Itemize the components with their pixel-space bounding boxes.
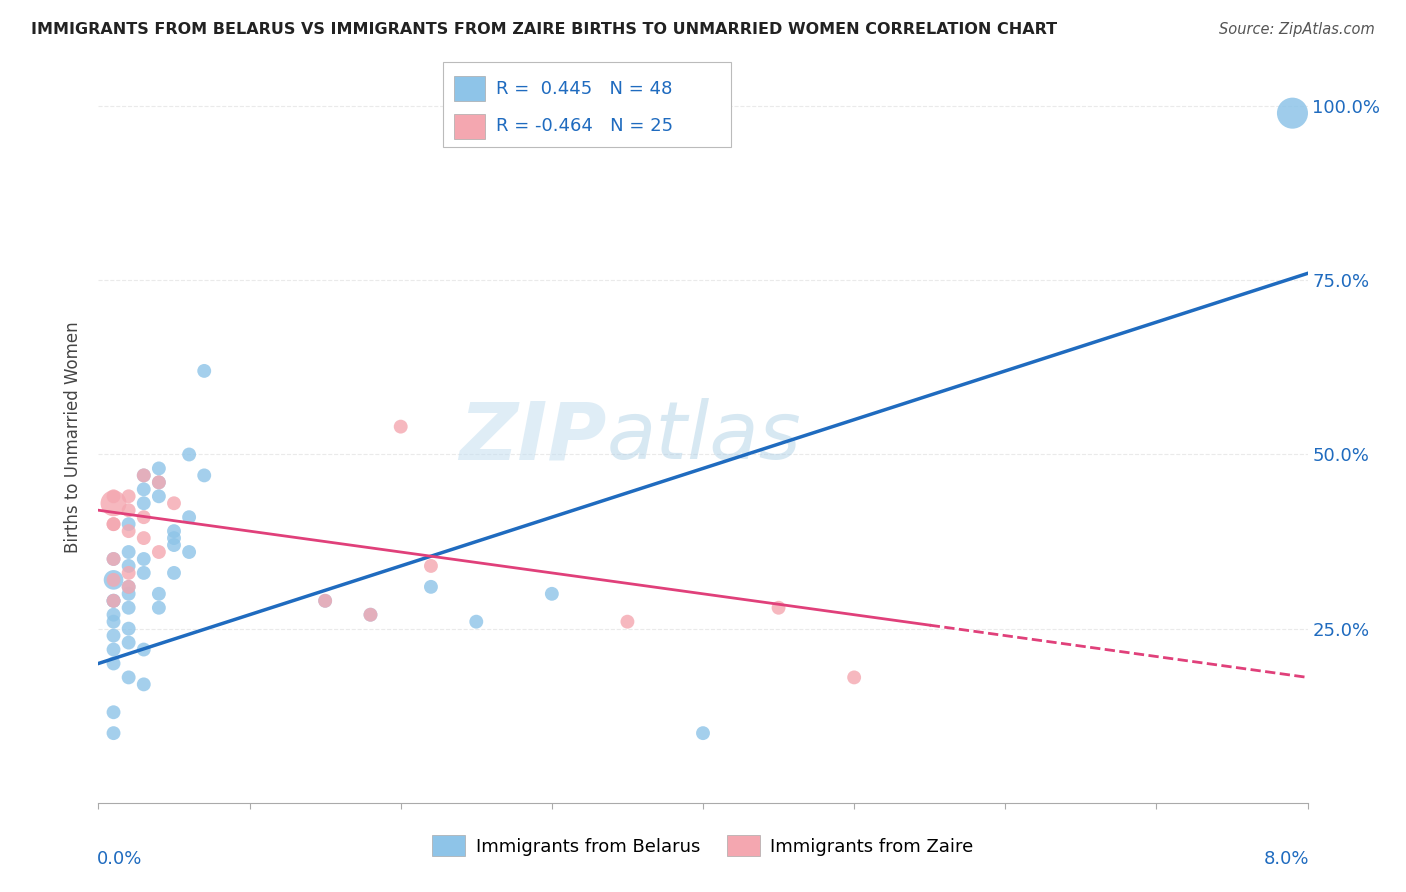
Point xyxy=(118,489,141,503)
Text: 8.0%: 8.0% xyxy=(1263,850,1309,868)
Point xyxy=(692,726,714,740)
Point xyxy=(148,600,170,615)
Point xyxy=(103,594,125,608)
Point xyxy=(420,558,443,573)
Point xyxy=(118,558,141,573)
Point xyxy=(103,657,125,671)
Point xyxy=(132,468,155,483)
Point xyxy=(163,538,186,552)
Point xyxy=(163,566,186,580)
Point xyxy=(118,566,141,580)
Point xyxy=(103,607,125,622)
Point xyxy=(118,545,141,559)
Point xyxy=(118,580,141,594)
Point xyxy=(132,496,155,510)
Point xyxy=(132,468,155,483)
Point xyxy=(103,496,125,510)
Text: atlas: atlas xyxy=(606,398,801,476)
Point xyxy=(360,607,382,622)
Point xyxy=(132,531,155,545)
Point xyxy=(118,503,141,517)
Point xyxy=(163,524,186,538)
Point xyxy=(148,587,170,601)
Point xyxy=(616,615,638,629)
Y-axis label: Births to Unmarried Women: Births to Unmarried Women xyxy=(65,321,83,553)
Point xyxy=(118,670,141,684)
Point xyxy=(132,483,155,497)
Point xyxy=(314,594,336,608)
Point xyxy=(103,552,125,566)
Point xyxy=(118,600,141,615)
Point xyxy=(132,642,155,657)
Text: R =  0.445   N = 48: R = 0.445 N = 48 xyxy=(496,79,672,98)
Point xyxy=(103,705,125,719)
Point xyxy=(132,566,155,580)
Text: R = -0.464   N = 25: R = -0.464 N = 25 xyxy=(496,117,673,135)
Text: ZIP: ZIP xyxy=(458,398,606,476)
Point xyxy=(118,622,141,636)
Point xyxy=(360,607,382,622)
Point xyxy=(148,489,170,503)
Point xyxy=(148,461,170,475)
Point xyxy=(132,552,155,566)
Point xyxy=(540,587,562,601)
Point xyxy=(118,524,141,538)
Point xyxy=(193,364,215,378)
Point xyxy=(163,496,186,510)
Text: Source: ZipAtlas.com: Source: ZipAtlas.com xyxy=(1219,22,1375,37)
Point xyxy=(103,594,125,608)
Legend: Immigrants from Belarus, Immigrants from Zaire: Immigrants from Belarus, Immigrants from… xyxy=(425,828,981,863)
Point xyxy=(420,580,443,594)
Point xyxy=(118,587,141,601)
Point xyxy=(314,594,336,608)
Point xyxy=(132,677,155,691)
Point xyxy=(103,573,125,587)
Point xyxy=(179,510,201,524)
Point xyxy=(844,670,866,684)
Point xyxy=(103,629,125,643)
Point xyxy=(132,510,155,524)
Point xyxy=(768,600,790,615)
Point xyxy=(163,531,186,545)
Point xyxy=(103,573,125,587)
Point xyxy=(148,545,170,559)
Text: IMMIGRANTS FROM BELARUS VS IMMIGRANTS FROM ZAIRE BIRTHS TO UNMARRIED WOMEN CORRE: IMMIGRANTS FROM BELARUS VS IMMIGRANTS FR… xyxy=(31,22,1057,37)
Point xyxy=(118,635,141,649)
Point xyxy=(103,642,125,657)
Point xyxy=(193,468,215,483)
Point xyxy=(103,726,125,740)
Point xyxy=(465,615,488,629)
Point xyxy=(103,517,125,532)
Point xyxy=(1281,106,1303,120)
Point xyxy=(103,615,125,629)
Point xyxy=(103,594,125,608)
Point xyxy=(179,545,201,559)
Point xyxy=(103,552,125,566)
Point xyxy=(179,448,201,462)
Point xyxy=(389,419,412,434)
Point xyxy=(103,489,125,503)
Point xyxy=(148,475,170,490)
Point xyxy=(103,517,125,532)
Text: 0.0%: 0.0% xyxy=(97,850,142,868)
Point xyxy=(118,517,141,532)
Point xyxy=(148,475,170,490)
Point xyxy=(118,580,141,594)
